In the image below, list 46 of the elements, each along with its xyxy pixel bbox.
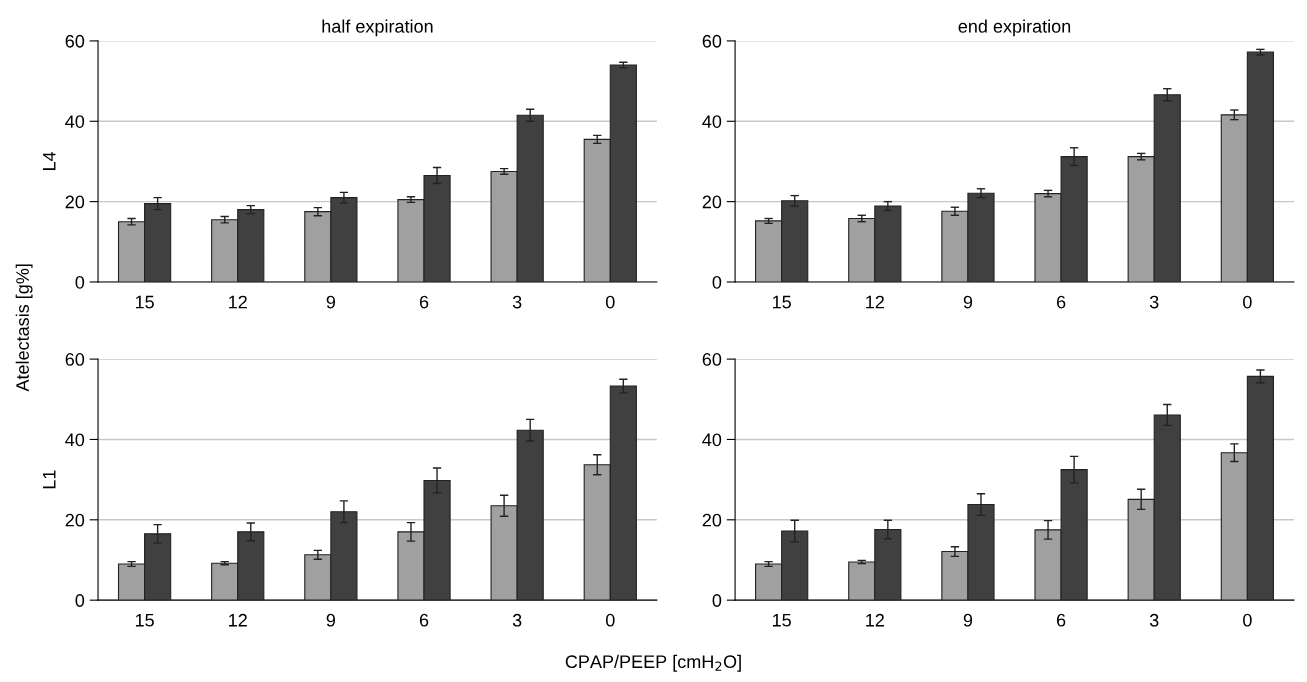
x-tick-label: 0 bbox=[1243, 613, 1252, 627]
x-tick-label: 9 bbox=[326, 613, 336, 627]
y-tick-label: 60 bbox=[65, 353, 85, 366]
y-tick-label: 60 bbox=[702, 34, 722, 48]
x-tick-label: 6 bbox=[1056, 295, 1066, 309]
y-tick-label: 60 bbox=[702, 353, 722, 366]
y-tick-label: 20 bbox=[702, 195, 722, 209]
x-tick-label: 6 bbox=[419, 295, 429, 309]
x-tick-label: 3 bbox=[1149, 613, 1159, 627]
y-tick-label: 20 bbox=[702, 513, 722, 527]
y-tick-label: 40 bbox=[65, 115, 85, 128]
x-tick-label: 15 bbox=[773, 614, 791, 627]
x-tick-label: 9 bbox=[963, 613, 973, 627]
y-tick-label: 20 bbox=[65, 513, 85, 527]
x-tick-label: 6 bbox=[1056, 613, 1066, 627]
y-tick-label: 0 bbox=[75, 594, 85, 607]
y-tick-label: 0 bbox=[712, 594, 722, 607]
y-tick-label: 40 bbox=[702, 115, 722, 128]
y-tick-label: 60 bbox=[65, 34, 85, 48]
x-tick-label: 9 bbox=[963, 295, 973, 309]
x-tick-label: 3 bbox=[512, 613, 522, 627]
y-axis-title: L1 bbox=[43, 470, 56, 489]
x-tick-label: 0 bbox=[605, 613, 615, 627]
x-tick-label: 12 bbox=[229, 295, 247, 309]
x-tick-label: 12 bbox=[866, 613, 884, 627]
x-tick-label: 0 bbox=[605, 295, 615, 309]
chart-title: half expiration bbox=[322, 19, 433, 37]
y-axis-title: L4 bbox=[43, 151, 56, 171]
x-tick-label: 12 bbox=[229, 613, 247, 627]
x-tick-label: 15 bbox=[773, 295, 791, 309]
y-tick-label: 0 bbox=[75, 275, 85, 289]
chart-title: end expiration bbox=[958, 19, 1071, 37]
x-tick-label: 15 bbox=[135, 295, 154, 309]
x-axis-title: CPAP/PEEP [cmH$_{2}$O] bbox=[565, 654, 741, 672]
x-tick-label: 0 bbox=[1243, 295, 1252, 309]
y-tick-label: 40 bbox=[702, 433, 722, 447]
text: Atelectasis [g%] bbox=[15, 264, 33, 392]
x-tick-label: 9 bbox=[326, 295, 336, 309]
x-tick-label: 15 bbox=[135, 614, 154, 627]
x-tick-label: 3 bbox=[1149, 295, 1159, 309]
x-tick-label: 6 bbox=[419, 613, 429, 627]
y-tick-label: 40 bbox=[65, 433, 85, 447]
x-tick-label: 12 bbox=[866, 295, 884, 309]
y-tick-label: 0 bbox=[712, 275, 722, 289]
y-tick-label: 20 bbox=[65, 195, 85, 209]
x-tick-label: 3 bbox=[512, 295, 522, 309]
